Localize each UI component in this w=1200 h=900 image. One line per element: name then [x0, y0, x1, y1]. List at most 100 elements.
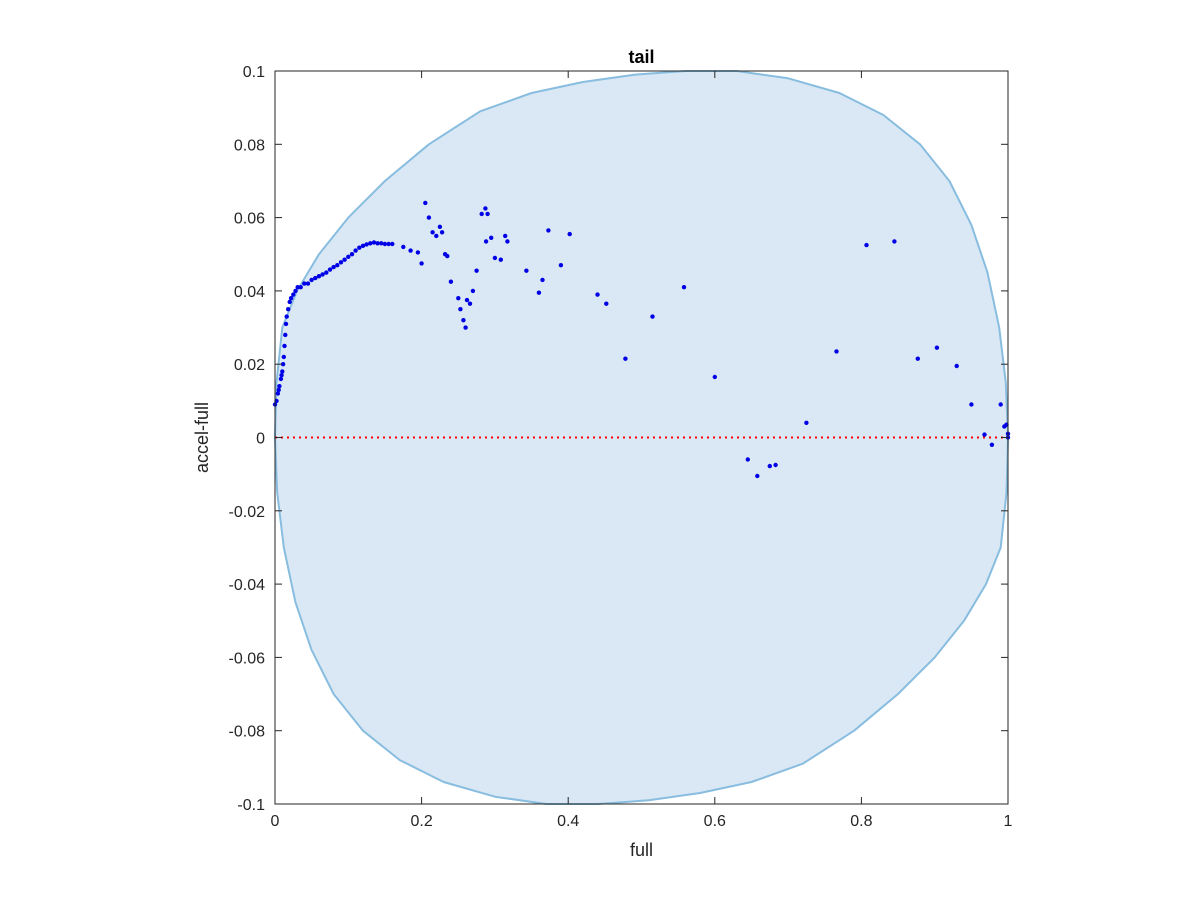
y-tick-label: 0.08: [234, 137, 265, 154]
data-point: [536, 290, 542, 295]
data-point: [293, 288, 298, 294]
data-point: [546, 228, 551, 233]
data-point: [283, 332, 288, 338]
data-point: [291, 292, 296, 297]
x-tick-label: 0.8: [850, 813, 872, 830]
data-point: [456, 296, 461, 301]
data-point: [864, 242, 869, 248]
x-tick-label: 1: [1004, 813, 1013, 830]
data-point: [346, 254, 351, 259]
data-point: [280, 369, 285, 374]
x-axis-label: full: [630, 840, 653, 860]
y-tick-label: 0.04: [234, 284, 265, 301]
data-point: [448, 279, 454, 284]
data-point: [275, 391, 281, 396]
data-point: [445, 253, 450, 259]
data-point: [335, 263, 340, 268]
data-point: [954, 363, 959, 369]
data-point: [282, 343, 287, 349]
data-point: [284, 314, 289, 319]
data-point: [989, 442, 995, 447]
data-point: [489, 235, 494, 240]
data-point: [492, 255, 498, 261]
data-point: [773, 462, 778, 468]
y-tick-label: -0.04: [229, 577, 266, 594]
data-point: [279, 373, 284, 378]
data-point: [298, 285, 303, 290]
data-point: [357, 245, 362, 250]
data-point: [280, 362, 286, 367]
data-point: [401, 244, 406, 250]
y-tick-label: 0.02: [234, 357, 265, 374]
data-point: [464, 297, 470, 303]
data-point: [804, 420, 809, 425]
x-tick-label: 0.2: [410, 813, 432, 830]
data-point: [327, 267, 333, 272]
y-tick-label: 0.06: [234, 211, 265, 228]
data-point: [503, 233, 508, 239]
data-point: [650, 314, 655, 319]
data-point: [288, 296, 294, 301]
x-tick-label: 0.4: [557, 813, 579, 830]
data-point: [474, 268, 479, 273]
data-point: [479, 211, 484, 217]
data-point: [505, 239, 510, 244]
data-point: [375, 241, 380, 246]
y-tick-label: 0: [256, 431, 265, 448]
data-point: [309, 277, 314, 283]
data-point: [379, 241, 384, 246]
data-point: [483, 206, 488, 211]
data-point: [349, 252, 355, 257]
data-point: [567, 231, 572, 237]
data-point: [408, 248, 413, 253]
data-point: [998, 402, 1003, 407]
y-tick-label: -0.06: [229, 650, 266, 667]
data-point: [415, 250, 421, 255]
data-point: [364, 242, 369, 247]
data-point: [278, 376, 284, 382]
data-point: [767, 463, 772, 469]
data-point: [681, 285, 687, 290]
data-point: [470, 288, 476, 294]
y-tick-label: -0.1: [237, 797, 265, 814]
y-tick-label: -0.08: [229, 724, 266, 741]
data-point: [423, 200, 428, 206]
data-point: [558, 263, 564, 268]
data-point: [595, 292, 600, 297]
data-point: [498, 257, 503, 262]
data-point: [892, 239, 897, 244]
data-point: [313, 275, 318, 281]
data-point: [390, 241, 395, 247]
x-tick-labels: 0 0.2 0.4 0.6 0.8 1: [271, 813, 1013, 830]
data-point: [982, 432, 987, 437]
data-point: [426, 215, 432, 220]
data-point: [434, 233, 439, 239]
data-point: [458, 307, 463, 312]
data-point: [623, 356, 628, 361]
data-point: [439, 230, 445, 235]
data-point: [712, 374, 717, 380]
y-tick-label: 0.1: [243, 64, 265, 81]
data-point: [437, 224, 443, 229]
data-point: [316, 274, 322, 279]
data-point: [745, 457, 750, 462]
data-point: [302, 281, 307, 286]
data-point: [969, 402, 974, 407]
data-point: [467, 301, 473, 306]
data-point: [915, 356, 920, 361]
data-point: [834, 349, 839, 354]
data-point: [382, 241, 388, 247]
data-point: [305, 281, 311, 286]
y-axis-label: accel-full: [192, 402, 212, 473]
data-point: [368, 241, 373, 246]
data-point: [386, 241, 391, 247]
data-point: [934, 345, 940, 350]
chart-title: tail: [628, 47, 654, 67]
data-point: [338, 260, 344, 265]
data-point: [485, 211, 490, 217]
data-point: [276, 387, 281, 393]
data-point: [286, 307, 291, 312]
data-point: [283, 321, 289, 327]
data-point: [277, 384, 282, 389]
